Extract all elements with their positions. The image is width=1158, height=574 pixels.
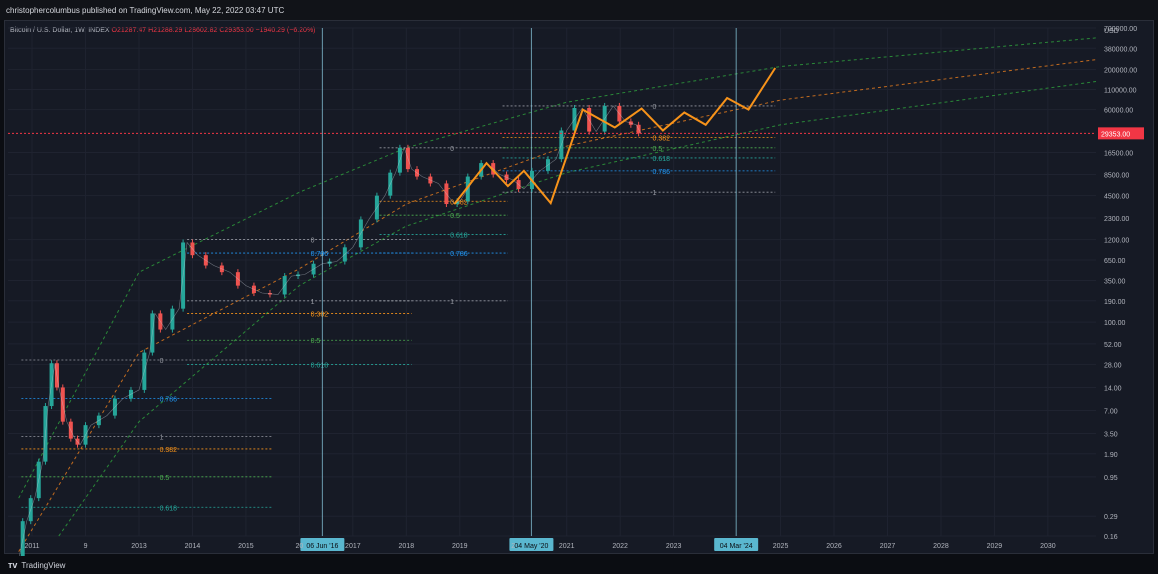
brand-label[interactable]: TradingView bbox=[21, 560, 66, 570]
ohlc-values: O21287.47 H21288.29 L28602.82 C29353.00 … bbox=[111, 27, 316, 34]
footer-bar: ᴛᴠ TradingView bbox=[0, 556, 1158, 574]
tradingview-logo-icon[interactable]: ᴛᴠ bbox=[8, 560, 18, 570]
symbol-name: Bitcoin / U.S. Dollar, 1W, INDEX bbox=[10, 27, 110, 34]
symbol-legend: Bitcoin / U.S. Dollar, 1W, INDEX O21287.… bbox=[10, 27, 316, 34]
chart-panel[interactable] bbox=[4, 20, 1154, 554]
publish-line: christophercolumbus published on Trading… bbox=[6, 5, 285, 15]
publish-bar: christophercolumbus published on Trading… bbox=[0, 0, 1158, 20]
